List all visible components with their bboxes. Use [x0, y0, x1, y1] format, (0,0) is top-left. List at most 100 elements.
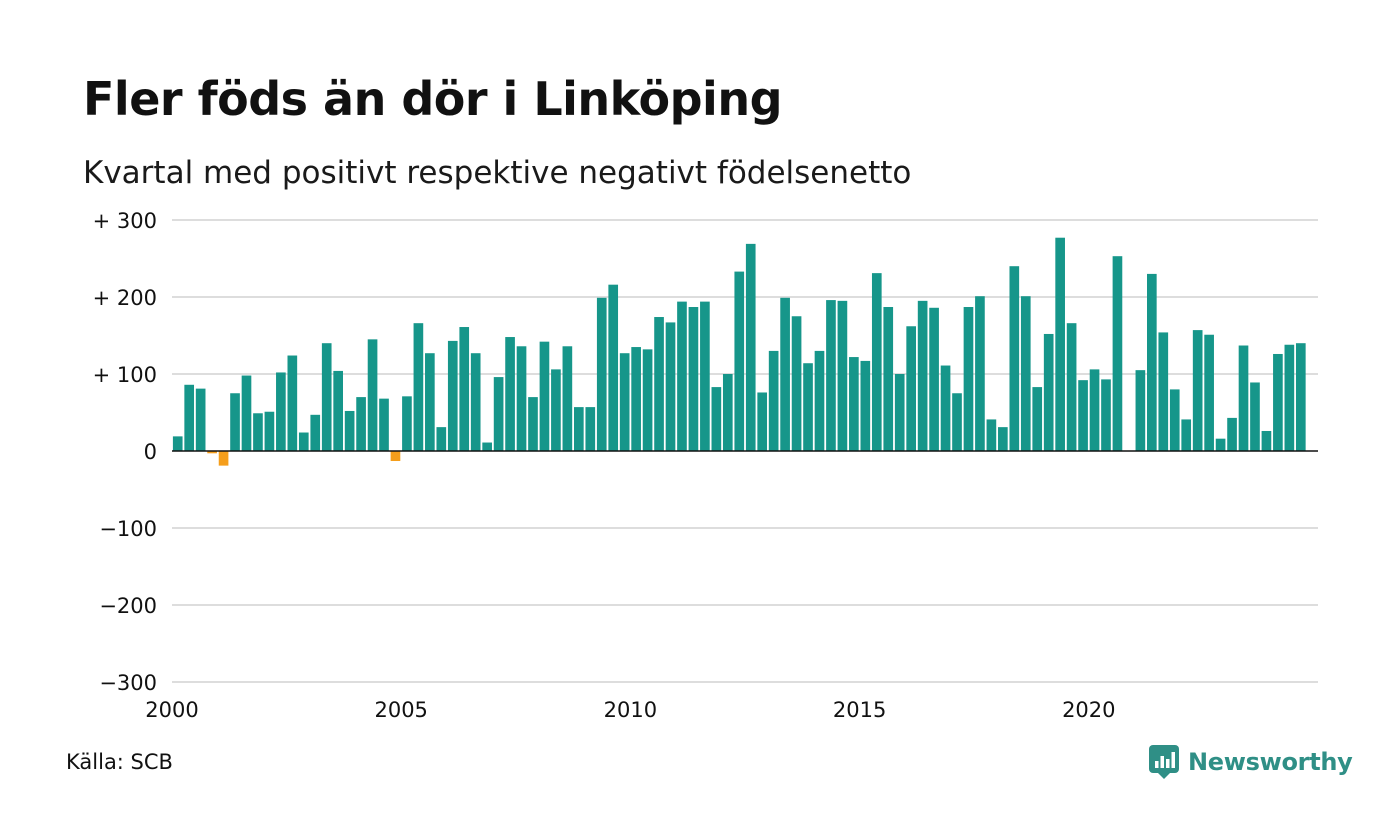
bar — [849, 357, 859, 451]
bar — [1295, 343, 1306, 451]
bar — [677, 301, 687, 451]
bar — [459, 327, 470, 451]
bar — [390, 451, 401, 462]
y-tick-label: + 100 — [93, 363, 157, 387]
bar — [1284, 344, 1295, 451]
bar — [218, 451, 229, 466]
bar — [402, 396, 412, 451]
bar — [871, 273, 882, 451]
bar — [608, 284, 619, 451]
bar — [998, 427, 1008, 451]
source-note: Källa: SCB — [66, 750, 173, 774]
bar — [963, 307, 974, 451]
y-tick-label: −200 — [99, 594, 157, 618]
bar — [379, 398, 389, 451]
bar — [768, 350, 779, 451]
bar — [814, 350, 825, 451]
bar — [791, 316, 802, 451]
bar — [298, 432, 309, 451]
bar — [482, 442, 492, 451]
bar — [551, 369, 561, 451]
bar — [333, 370, 343, 451]
bar — [413, 323, 424, 451]
grid-lines — [172, 219, 1318, 683]
bar — [1055, 237, 1065, 451]
bar — [665, 322, 676, 451]
bar — [562, 346, 573, 451]
bar — [1238, 345, 1249, 451]
bar — [1169, 389, 1180, 451]
brand-logo: Newsworthy — [1148, 744, 1353, 780]
bar — [745, 243, 756, 451]
bar — [516, 346, 527, 451]
bar — [1273, 353, 1283, 451]
bar — [344, 410, 355, 451]
bar — [574, 407, 584, 451]
x-axis: 2000 2005 2010 2015 2020 — [145, 698, 1115, 722]
bar — [757, 392, 768, 451]
bar — [952, 393, 962, 451]
bar — [596, 297, 607, 451]
y-tick-label: −300 — [99, 671, 157, 695]
bar — [986, 419, 997, 451]
y-tick-label: 0 — [144, 440, 157, 464]
x-tick-label: 2000 — [145, 698, 198, 722]
bar — [1032, 387, 1043, 451]
bar — [505, 337, 515, 451]
bar — [883, 307, 894, 451]
bar — [1043, 333, 1054, 451]
bar — [253, 413, 263, 451]
bar — [711, 387, 722, 451]
bar — [929, 307, 939, 451]
bar — [940, 365, 951, 451]
bar — [700, 301, 710, 451]
bar — [619, 353, 630, 451]
bar — [906, 326, 916, 451]
y-tick-label: + 200 — [93, 286, 157, 310]
bar — [1215, 438, 1226, 451]
bar — [1204, 334, 1214, 451]
y-tick-label: + 300 — [93, 209, 157, 233]
bar — [803, 363, 813, 451]
bar — [310, 414, 321, 451]
bar — [264, 411, 275, 451]
bar — [321, 343, 332, 451]
bar — [425, 353, 435, 451]
bar — [1158, 332, 1169, 451]
x-tick-label: 2005 — [374, 698, 427, 722]
bar — [826, 300, 836, 451]
bar — [367, 339, 378, 451]
bar — [207, 451, 217, 454]
bar — [172, 436, 183, 451]
chart-subtitle: Kvartal med positivt respektive negativt… — [83, 155, 912, 191]
bar — [241, 375, 252, 451]
bar — [642, 349, 653, 451]
bar — [447, 340, 458, 451]
bar — [195, 388, 206, 451]
bar — [917, 300, 928, 451]
brand-name: Newsworthy — [1188, 748, 1353, 776]
chart-title: Fler föds än dör i Linköping — [83, 72, 783, 126]
bars — [172, 237, 1306, 466]
bar — [585, 407, 596, 451]
bar — [1009, 266, 1020, 451]
bar — [1227, 417, 1237, 451]
bar — [734, 271, 745, 451]
bar — [1078, 380, 1088, 451]
bar — [436, 427, 447, 451]
bar — [356, 397, 366, 451]
bar-chart: + 300 + 200 + 100 0 −100 −200 −300 2000 2005 201… — [93, 209, 1318, 722]
bar — [1261, 430, 1272, 451]
x-tick-label: 2015 — [833, 698, 886, 722]
bar — [688, 307, 699, 451]
bar — [1089, 369, 1100, 451]
bar — [528, 397, 538, 451]
bar — [780, 297, 790, 451]
bar — [539, 341, 550, 451]
bar — [1112, 256, 1123, 451]
bar — [1101, 379, 1111, 451]
bar — [837, 300, 848, 451]
bar — [276, 372, 286, 451]
bar — [1020, 296, 1031, 451]
bar — [975, 296, 985, 451]
